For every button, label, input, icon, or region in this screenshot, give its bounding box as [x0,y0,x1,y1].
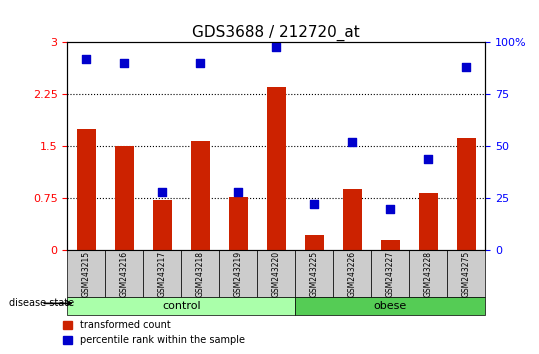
Text: GSM243219: GSM243219 [234,251,243,297]
Legend: transformed count, percentile rank within the sample: transformed count, percentile rank withi… [59,316,249,349]
Text: disease state: disease state [9,298,74,308]
Text: GSM243218: GSM243218 [196,251,205,297]
FancyBboxPatch shape [371,250,409,297]
FancyBboxPatch shape [105,250,143,297]
FancyBboxPatch shape [67,297,295,315]
Point [272,44,281,50]
Bar [115,146,134,250]
Text: GSM243225: GSM243225 [310,251,319,297]
Point [158,189,167,195]
Bar [343,189,362,250]
FancyBboxPatch shape [257,250,295,297]
Point [462,64,471,70]
Point [82,56,91,62]
FancyBboxPatch shape [219,250,257,297]
Point [386,206,395,211]
Text: GSM243216: GSM243216 [120,251,129,297]
Bar [153,200,172,250]
FancyBboxPatch shape [295,250,333,297]
Text: GSM243215: GSM243215 [82,251,91,297]
FancyBboxPatch shape [409,250,447,297]
Text: GSM243228: GSM243228 [424,251,433,297]
Bar [191,142,210,250]
Text: GSM243227: GSM243227 [386,251,395,297]
Point [120,61,129,66]
Bar [77,129,96,250]
Bar [457,138,475,250]
Text: GSM243226: GSM243226 [348,251,357,297]
Bar [267,87,286,250]
Text: GSM243220: GSM243220 [272,251,281,297]
FancyBboxPatch shape [67,250,105,297]
FancyBboxPatch shape [181,250,219,297]
Bar [305,235,324,250]
Text: GSM243275: GSM243275 [461,250,471,297]
Point [424,156,432,162]
Text: obese: obese [374,301,407,311]
Point [196,61,205,66]
Point [234,189,243,195]
Text: GSM243217: GSM243217 [158,251,167,297]
FancyBboxPatch shape [143,250,181,297]
Bar [381,240,399,250]
Bar [419,193,438,250]
FancyBboxPatch shape [333,250,371,297]
FancyBboxPatch shape [447,250,485,297]
FancyBboxPatch shape [295,297,485,315]
Text: control: control [162,301,201,311]
Point [310,202,319,207]
Title: GDS3688 / 212720_at: GDS3688 / 212720_at [192,25,360,41]
Bar [229,197,248,250]
Point [348,139,356,145]
